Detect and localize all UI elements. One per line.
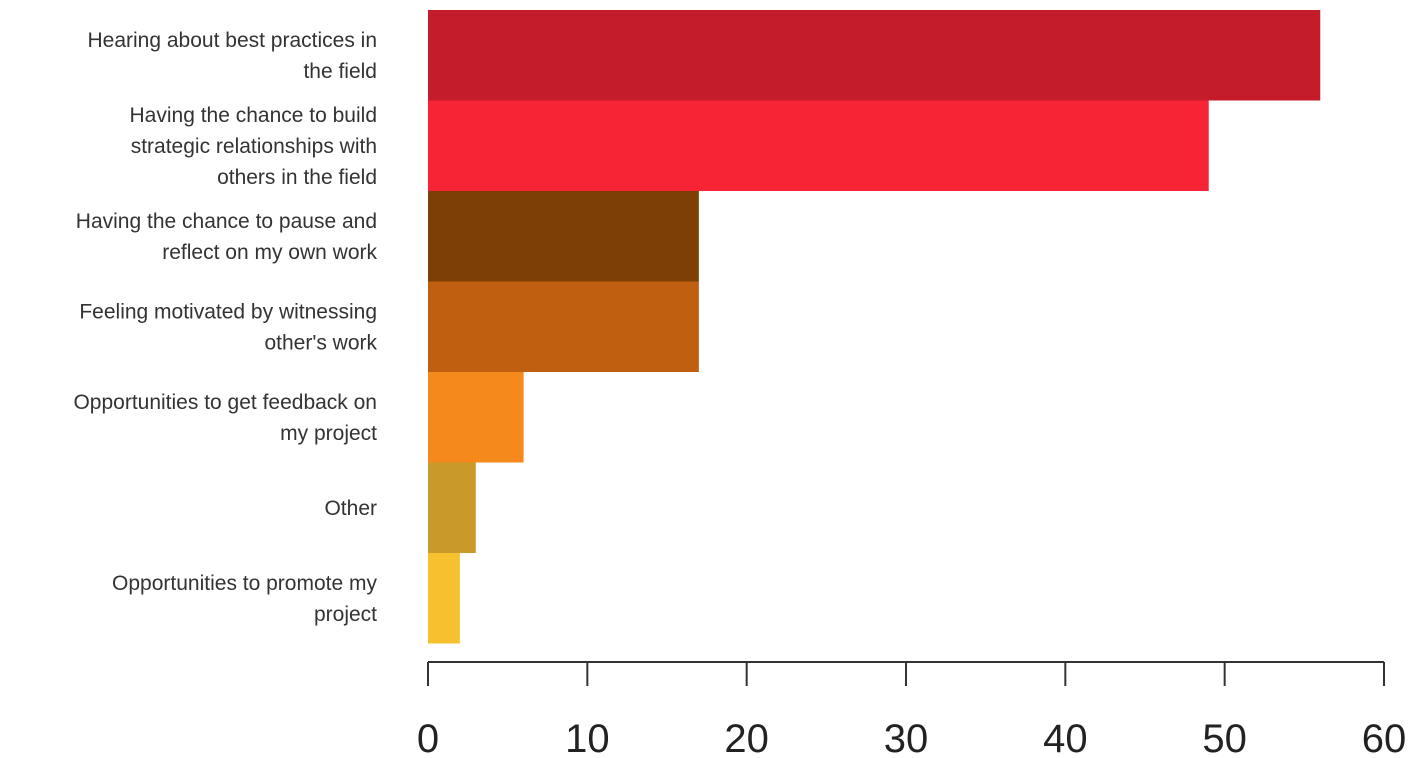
category-label-6: Opportunities to promote my project [112,572,377,626]
category-label-5: Other [324,497,377,520]
x-tick-label-1: 10 [565,717,610,758]
x-tick-label-2: 20 [724,717,769,758]
x-axis: 0 10 20 30 40 50 60 [417,661,1407,758]
x-tick-label-3: 30 [884,717,929,758]
category-label-4: Opportunities to get feedback on my proje… [73,391,377,445]
bars-group [428,10,1321,644]
bar-3 [428,281,699,372]
x-tick-label-6: 60 [1362,717,1407,758]
bar-5 [428,462,476,553]
bar-1 [428,100,1209,191]
bar-6 [428,553,460,644]
category-label-1: Having the chance to build strategic rela… [130,104,378,189]
category-label-2: Having the chance to pause and reflect on… [76,210,378,264]
category-label-0: Hearing about best practices in the field [88,29,378,83]
bar-4 [428,372,524,463]
category-label-3: Feeling motivated by witnessing other's w… [79,300,377,354]
x-tick-label-0: 0 [417,717,439,758]
bar-2 [428,191,699,282]
category-labels-group: Hearing about best practices in the field… [73,29,377,626]
x-tick-label-4: 40 [1043,717,1088,758]
bar-0 [428,10,1321,101]
x-tick-label-5: 50 [1202,717,1247,758]
